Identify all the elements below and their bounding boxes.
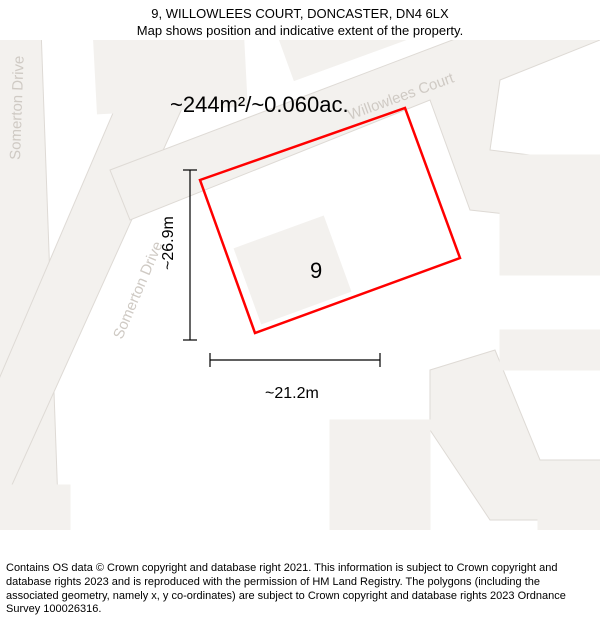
plot-number: 9 [310,258,322,284]
area-label: ~244m²/~0.060ac. [170,92,349,118]
footer-text: Contains OS data © Crown copyright and d… [6,562,566,615]
header: 9, WILLOWLEES COURT, DONCASTER, DN4 6LX … [0,0,600,40]
header-subtitle: Map shows position and indicative extent… [0,23,600,40]
map-area: Somerton DriveSomerton DriveWillowlees C… [0,40,600,530]
header-title: 9, WILLOWLEES COURT, DONCASTER, DN4 6LX [0,6,600,23]
dim-vertical-label: ~26.9m [160,216,178,270]
footer: Contains OS data © Crown copyright and d… [0,558,600,625]
road-label-somerton_drive_west: Somerton Drive [7,55,28,160]
dim-horizontal-label: ~21.2m [265,385,319,403]
